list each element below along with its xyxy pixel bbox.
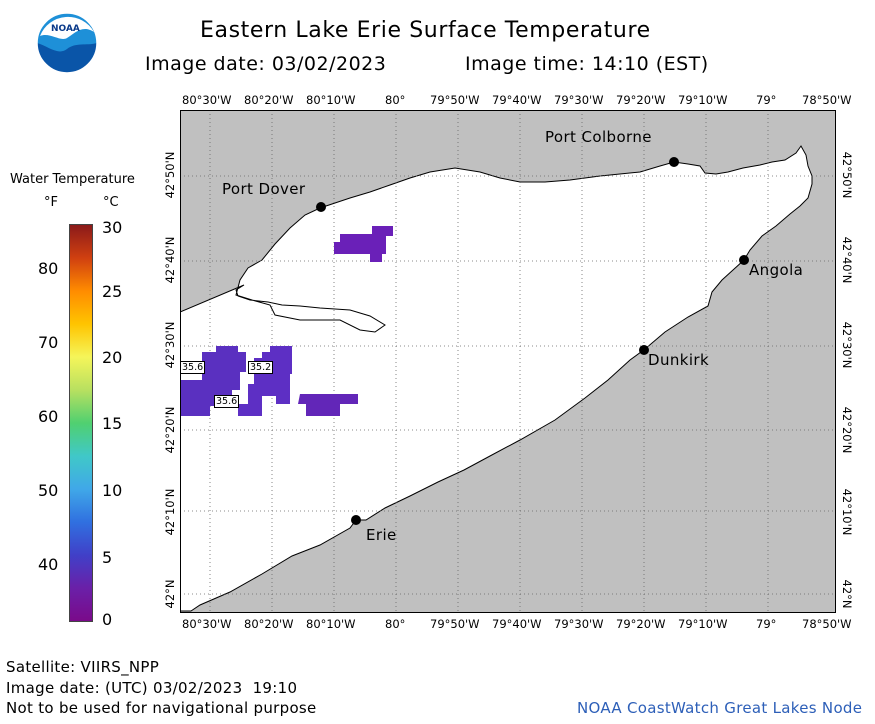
page-title: Eastern Lake Erie Surface Temperature — [200, 18, 651, 43]
lat-label: 42°50'N — [163, 151, 177, 199]
lon-label: 80°10'W — [306, 93, 356, 107]
lat-label: 42°10'N — [840, 488, 854, 536]
lon-label: 80°20'W — [244, 617, 294, 631]
lon-label: 79°50'W — [430, 93, 480, 107]
f-tick: 70 — [38, 333, 59, 352]
disclaimer: Not to be used for navigational purpose — [6, 699, 317, 717]
f-tick: 80 — [38, 259, 59, 278]
city-label-erie: Erie — [366, 526, 397, 544]
sst-pixels — [180, 226, 393, 416]
lat-label: 42°30'N — [163, 321, 177, 369]
lat-label: 42°N — [163, 579, 177, 609]
lon-label: 79°40'W — [492, 93, 542, 107]
lon-label: 78°50'W — [802, 93, 852, 107]
city-markers — [316, 157, 749, 525]
f-tick: 40 — [38, 555, 59, 574]
c-tick: 30 — [102, 218, 123, 237]
lon-label: 79°20'W — [616, 93, 666, 107]
lon-label: 80°20'W — [244, 93, 294, 107]
noaa-logo-text: NOAA — [51, 24, 80, 34]
city-label-port-dover: Port Dover — [222, 180, 306, 198]
graticule — [180, 110, 836, 613]
noaa-logo: NOAA — [36, 12, 98, 74]
city-label-dunkirk: Dunkirk — [648, 351, 710, 369]
lon-label: 79° — [756, 617, 777, 631]
temp-value-label: 35.6 — [214, 395, 240, 408]
lat-label: 42°10'N — [163, 488, 177, 536]
lat-label: 42°40'N — [840, 236, 854, 284]
lat-label: 42°50'N — [840, 151, 854, 199]
lon-label: 79°30'W — [554, 617, 604, 631]
f-tick: 60 — [38, 407, 59, 426]
lon-label: 79°40'W — [492, 617, 542, 631]
noaa-logo-icon — [36, 12, 98, 74]
satellite-info: Satellite: VIIRS_NPP — [6, 658, 160, 676]
lat-label: 42°40'N — [163, 236, 177, 284]
legend-colorbar — [69, 224, 93, 622]
lat-label: 42°N — [840, 579, 854, 609]
map-frame — [180, 110, 836, 613]
legend-unit-c: °C — [103, 195, 119, 210]
lake-water — [180, 145, 813, 612]
lat-label: 42°30'N — [840, 321, 854, 369]
lon-label: 80° — [385, 93, 406, 107]
city-label-angola: Angola — [749, 261, 804, 279]
lon-label: 79°30'W — [554, 93, 604, 107]
c-tick: 20 — [102, 348, 123, 367]
lon-label: 79°10'W — [678, 617, 728, 631]
city-label-port-colborne: Port Colborne — [545, 128, 652, 146]
lon-label: 80°30'W — [182, 93, 232, 107]
lon-label: 79° — [756, 93, 777, 107]
lon-label: 80°30'W — [182, 617, 232, 631]
lat-label: 42°20'N — [163, 406, 177, 454]
c-tick: 5 — [102, 548, 113, 567]
image-time: Image time: 14:10 (EST) — [465, 53, 709, 75]
c-tick: 10 — [102, 481, 123, 500]
legend-title: Water Temperature — [10, 172, 135, 187]
c-tick: 25 — [102, 282, 123, 301]
utc-image-date: Image date: (UTC) 03/02/2023 19:10 — [6, 679, 298, 697]
c-tick: 0 — [102, 610, 113, 629]
lon-label: 79°50'W — [430, 617, 480, 631]
c-tick: 15 — [102, 414, 123, 433]
lon-label: 80°10'W — [306, 617, 356, 631]
lon-label: 79°20'W — [616, 617, 666, 631]
temp-value-label: 35.2 — [248, 361, 274, 374]
legend-unit-f: °F — [44, 195, 58, 210]
temp-value-label: 35.6 — [180, 361, 206, 374]
f-tick: 50 — [38, 481, 59, 500]
image-date: Image date: 03/02/2023 — [145, 53, 387, 75]
lon-label: 78°50'W — [802, 617, 852, 631]
lon-label: 79°10'W — [678, 93, 728, 107]
lat-label: 42°20'N — [840, 406, 854, 454]
lon-label: 80° — [385, 617, 406, 631]
credit-line: NOAA CoastWatch Great Lakes Node — [577, 699, 863, 717]
